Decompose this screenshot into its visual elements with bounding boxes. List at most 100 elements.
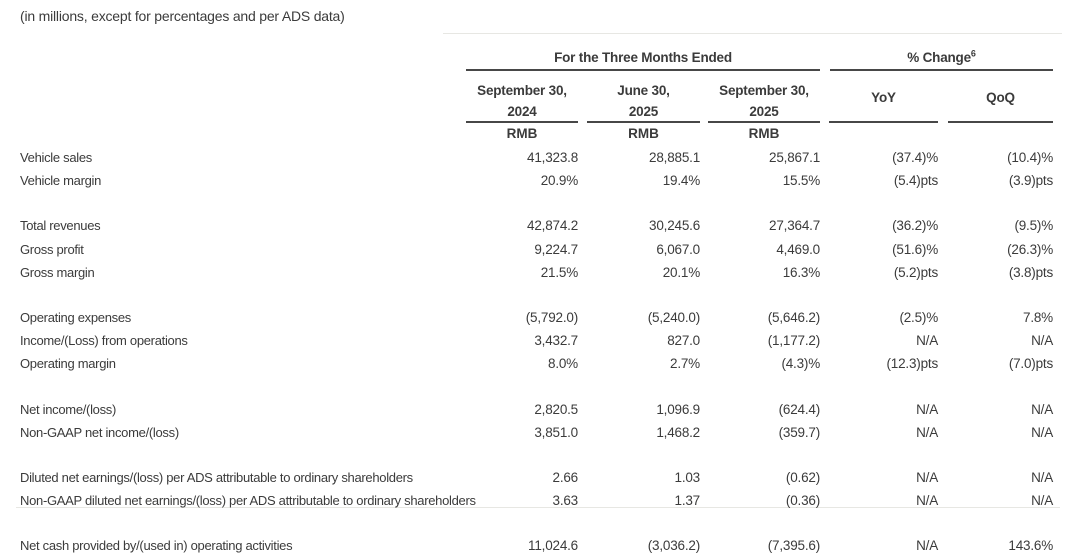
- cell-value: 7.8%: [1023, 309, 1053, 325]
- cell-value: 41,323.8: [527, 150, 578, 165]
- cell-value: 143.6%: [1008, 538, 1053, 554]
- column-group-three-months-ended: For the Three Months Ended: [554, 50, 732, 65]
- table-row: Income/(Loss) from operations 3,432.7 827.…: [20, 329, 1053, 352]
- cell-value: (1,177.2): [767, 333, 820, 349]
- cell-value: 3.63: [552, 493, 579, 509]
- column-header-sep-30-2025: September 30, 2025: [708, 80, 820, 122]
- column-header-month: June 30,: [617, 83, 670, 98]
- cell-value: N/A: [916, 401, 938, 417]
- group-underline-pct-change: [830, 69, 1053, 71]
- cell-value: (0.36): [785, 493, 820, 509]
- cell-value: (624.4): [778, 401, 821, 417]
- cell-value: 11,024.6: [528, 538, 578, 554]
- column-group-pct-change: % Change6: [830, 48, 1053, 65]
- cell-value: 2.66: [552, 469, 579, 485]
- table-body: Vehicle sales 41,323.8 28,885.1 25,867.1 (37…: [16, 146, 1060, 557]
- cell-value: 4,469.0: [776, 241, 820, 257]
- table-row: Diluted net earnings/(loss) per ADS attr…: [20, 466, 1053, 489]
- cell-value: (5,240.0): [647, 309, 700, 325]
- cell-value: 20.9%: [540, 173, 578, 189]
- column-header-year: 2025: [749, 104, 779, 119]
- cell-value: 8.0%: [548, 356, 578, 372]
- row-label: Diluted net earnings/(loss) per ADS attr…: [20, 469, 413, 485]
- currency-unit-label: RMB: [506, 126, 538, 141]
- cell-value: (7.0)pts: [1008, 356, 1053, 372]
- cell-value: (26.3)%: [1007, 241, 1053, 257]
- table-caption: (in millions, except for percentages and…: [20, 8, 345, 24]
- cell-value: (36.2)%: [892, 218, 938, 234]
- cell-value: (3,036.2): [647, 538, 700, 554]
- pct-change-label: % Change: [907, 50, 971, 65]
- cell-value: 1,468.2: [656, 424, 700, 440]
- table-row: Operating expenses (5,792.0) (5,240.0) (5,6…: [20, 306, 1053, 329]
- cell-value: 27,364.7: [769, 218, 820, 234]
- cell-value: N/A: [1031, 493, 1053, 509]
- cell-value: 827.0: [667, 333, 700, 349]
- cell-value: N/A: [916, 424, 938, 440]
- cell-value: 28,885.1: [649, 150, 700, 165]
- column-underline: [466, 121, 578, 123]
- cell-value: (9.5)%: [1014, 218, 1053, 234]
- row-label: Net cash provided by/(used in) operating…: [20, 538, 293, 554]
- group-underline-three-months: [466, 69, 820, 71]
- cell-value: (12.3)pts: [886, 356, 939, 372]
- column-underline: [708, 121, 820, 123]
- cell-value: N/A: [916, 538, 938, 554]
- row-label: Operating margin: [20, 356, 116, 372]
- cell-value: 3,432.7: [534, 333, 578, 349]
- cell-value: (51.6)%: [892, 241, 938, 257]
- cell-value: 2,820.5: [534, 401, 578, 417]
- row-label: Income/(Loss) from operations: [20, 333, 188, 349]
- cell-value: N/A: [1031, 469, 1053, 485]
- row-label: Total revenues: [20, 218, 101, 234]
- column-header-year: 2025: [628, 104, 659, 119]
- footnote-superscript: 6: [970, 48, 976, 59]
- cell-value: (4.3)%: [781, 356, 820, 372]
- currency-unit-label: RMB: [748, 126, 780, 141]
- table-row: Gross margin 21.5% 20.1% 16.3% (5.2)pts (3.8)…: [20, 261, 1053, 284]
- cell-value: 20.1%: [662, 264, 700, 280]
- table-row: Gross profit 9,224.7 6,067.0 4,469.0 (51.6)%…: [20, 238, 1053, 261]
- table-row: Net income/(loss) 2,820.5 1,096.9 (624.4) N/…: [20, 398, 1053, 421]
- column-header-jun-30-2025: June 30, 2025: [587, 80, 700, 122]
- cell-value: 16.3%: [782, 264, 820, 280]
- column-underline: [829, 121, 938, 123]
- table-row: Operating margin 8.0% 2.7% (4.3)% (12.3)pts (…: [20, 352, 1053, 375]
- cell-value: (7,395.6): [767, 538, 820, 554]
- cell-value: 42,874.2: [527, 218, 578, 234]
- table-row: Vehicle sales 41,323.8 28,885.1 25,867.1 (37…: [20, 146, 1053, 169]
- cell-value: (37.4)%: [892, 150, 938, 165]
- cell-value: 1,096.9: [656, 401, 700, 417]
- cell-value: (5,792.0): [525, 309, 578, 325]
- cell-value: N/A: [916, 469, 938, 485]
- column-underline: [948, 121, 1053, 123]
- column-header-qoq: QoQ: [986, 90, 1015, 105]
- table-row: Non-GAAP net income/(loss) 3,851.0 1,468.2…: [20, 421, 1053, 444]
- cell-value: 1.03: [674, 469, 701, 485]
- table-row: Total revenues 42,874.2 30,245.6 27,364.7 (3…: [20, 214, 1053, 237]
- column-underline: [587, 121, 700, 123]
- cell-value: N/A: [916, 333, 938, 349]
- cell-value: 25,867.1: [769, 150, 820, 165]
- cell-value: 2.7%: [670, 356, 700, 372]
- cell-value: (359.7): [778, 424, 821, 440]
- currency-unit-label: RMB: [628, 126, 659, 141]
- row-label: Non-GAAP net income/(loss): [20, 424, 179, 440]
- section-divider: [16, 507, 1060, 509]
- table-row: Non-GAAP diluted net earnings/(loss) per…: [20, 489, 1053, 512]
- column-header-yoy: YoY: [871, 90, 896, 105]
- row-label: Gross profit: [20, 241, 84, 257]
- row-label: Operating expenses: [20, 309, 131, 325]
- column-header-month: September 30,: [477, 83, 567, 98]
- row-label: Net income/(loss): [20, 401, 117, 417]
- cell-value: N/A: [1031, 333, 1053, 349]
- cell-value: N/A: [916, 493, 938, 509]
- table-row: Vehicle margin 20.9% 19.4% 15.5% (5.4)pts (3.…: [20, 169, 1053, 192]
- cell-value: (5.2)pts: [893, 264, 938, 280]
- top-hairline: [443, 33, 1062, 34]
- cell-value: (3.9)pts: [1008, 173, 1053, 189]
- row-label: Vehicle margin: [20, 173, 102, 189]
- cell-value: (0.62): [785, 469, 820, 485]
- cell-value: 19.4%: [662, 173, 700, 189]
- row-label: Non-GAAP diluted net earnings/(loss) per…: [20, 493, 476, 509]
